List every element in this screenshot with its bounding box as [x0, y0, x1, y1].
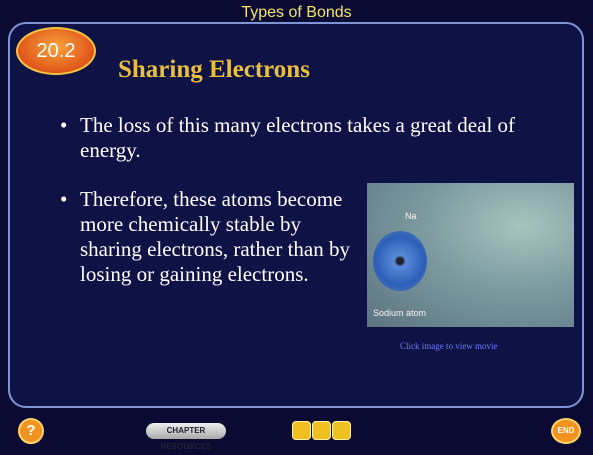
previous-button[interactable]	[292, 421, 311, 440]
chapter-resources-button[interactable]: CHAPTER RESOURCES	[146, 423, 226, 439]
slide: Types of Bonds 20.2 Sharing Electrons Th…	[0, 0, 593, 448]
movie-thumbnail[interactable]: Na Sodium atom	[367, 183, 574, 327]
end-button[interactable]: END	[551, 418, 581, 444]
image-label: Na	[405, 211, 417, 221]
bullet: The loss of this many electrons takes a …	[60, 113, 540, 163]
section-badge: 20.2	[16, 27, 96, 75]
atom-image	[373, 231, 427, 291]
home-button[interactable]	[312, 421, 331, 440]
image-caption[interactable]: Click image to view movie	[400, 341, 497, 351]
help-button[interactable]: ?	[18, 418, 44, 444]
next-button[interactable]	[332, 421, 351, 440]
bullet: Therefore, these atoms become more chemi…	[60, 187, 355, 287]
slide-title: Sharing Electrons	[118, 56, 310, 84]
header-title: Types of Bonds	[0, 0, 593, 26]
image-label: Sodium atom	[373, 308, 426, 318]
